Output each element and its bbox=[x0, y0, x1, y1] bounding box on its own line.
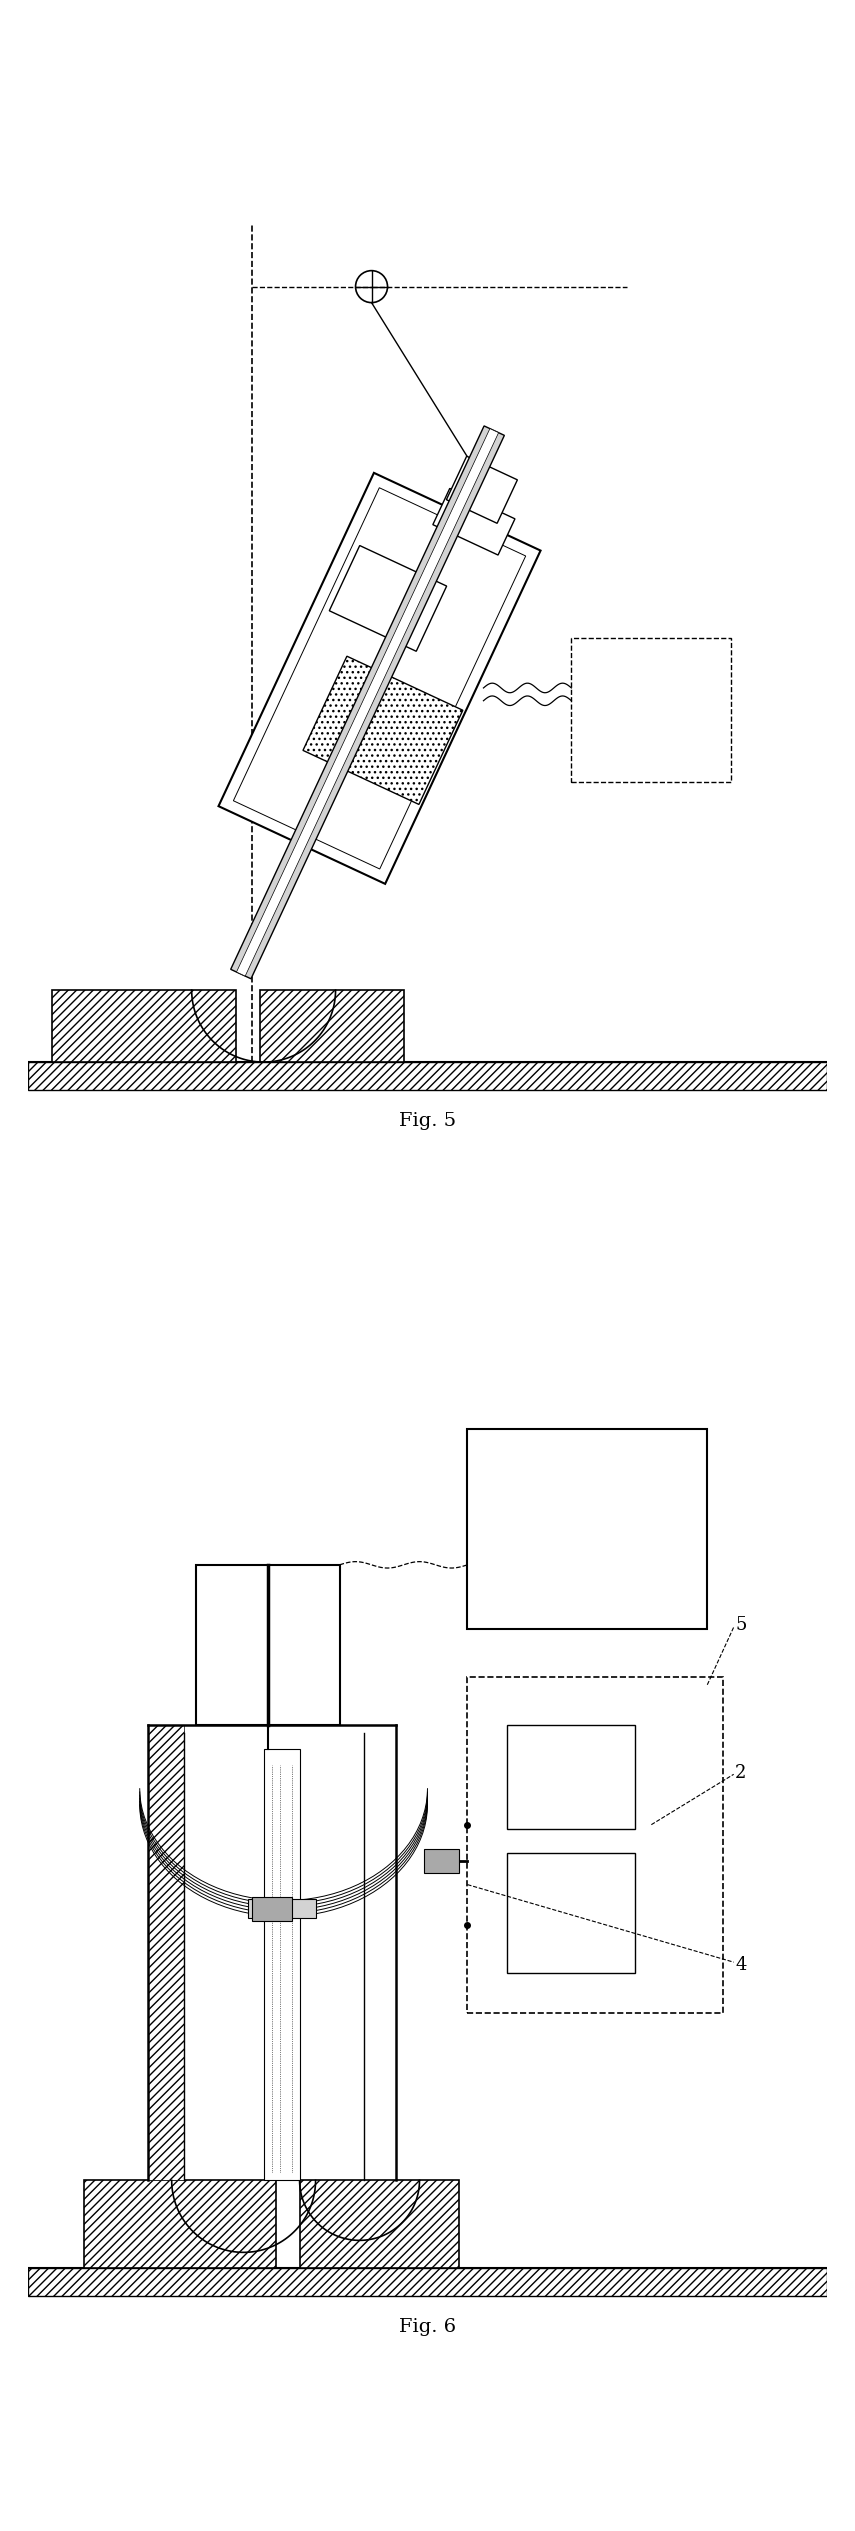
Bar bbox=[52, 990, 236, 1063]
Bar bbox=[508, 1853, 635, 1972]
Polygon shape bbox=[433, 488, 515, 554]
Bar bbox=[571, 638, 731, 782]
Bar bbox=[248, 1898, 315, 1918]
Bar bbox=[27, 2268, 828, 2296]
Polygon shape bbox=[446, 456, 517, 524]
Polygon shape bbox=[303, 656, 463, 805]
Bar bbox=[196, 1564, 339, 1724]
Bar bbox=[263, 1749, 299, 2179]
Polygon shape bbox=[219, 473, 540, 883]
Bar bbox=[508, 1724, 635, 1830]
Bar bbox=[260, 990, 404, 1063]
Text: Fig. 6: Fig. 6 bbox=[399, 2318, 456, 2336]
Polygon shape bbox=[329, 547, 446, 650]
Polygon shape bbox=[233, 488, 526, 868]
Bar bbox=[251, 1896, 292, 1921]
Bar bbox=[84, 2179, 275, 2268]
Polygon shape bbox=[237, 428, 498, 977]
Text: Fig. 5: Fig. 5 bbox=[399, 1111, 456, 1129]
Bar bbox=[468, 1676, 723, 2012]
Text: 5: 5 bbox=[735, 1615, 746, 1635]
Bar bbox=[299, 2179, 459, 2268]
Bar bbox=[148, 1724, 184, 2179]
Bar bbox=[423, 1848, 459, 1873]
Polygon shape bbox=[231, 425, 504, 979]
Text: 4: 4 bbox=[735, 1956, 746, 1974]
Text: 2: 2 bbox=[735, 1764, 746, 1782]
Bar bbox=[468, 1430, 707, 1630]
Bar bbox=[27, 1063, 828, 1091]
